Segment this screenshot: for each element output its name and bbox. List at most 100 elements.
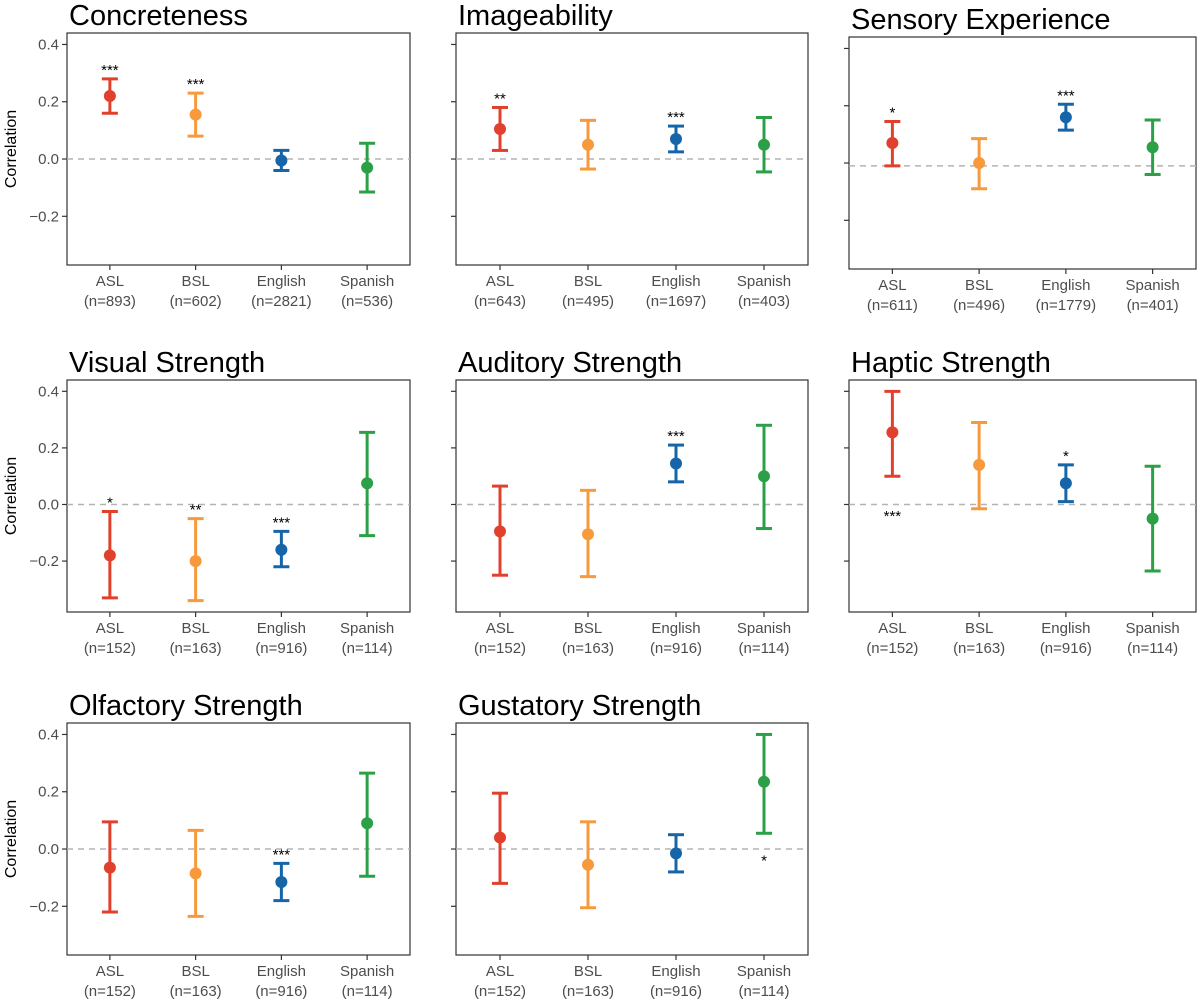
point-english bbox=[275, 154, 288, 167]
point-asl bbox=[103, 90, 116, 103]
point-spanish bbox=[758, 775, 770, 788]
significance-label: *** bbox=[101, 62, 119, 79]
point-asl bbox=[494, 525, 506, 538]
panel-frame bbox=[66, 722, 411, 956]
x-category-n-label: (n=152) bbox=[84, 640, 136, 657]
y-tick-label: 0.0 bbox=[38, 151, 59, 168]
point-english bbox=[275, 875, 288, 888]
y-tick-label: 0.4 bbox=[38, 36, 59, 53]
x-category-n-label: (n=2821) bbox=[251, 293, 311, 310]
significance-label: *** bbox=[273, 846, 291, 863]
panel-frame bbox=[848, 36, 1197, 270]
point-spanish bbox=[758, 470, 770, 483]
y-axis-title: Correlation bbox=[3, 110, 20, 188]
panel-frame bbox=[455, 379, 809, 613]
x-category-n-label: (n=602) bbox=[170, 293, 222, 310]
point-english bbox=[275, 543, 288, 556]
x-category-label: Spanish bbox=[1126, 620, 1180, 637]
x-category-label: ASL bbox=[96, 273, 124, 290]
chart-title: Imageability bbox=[458, 0, 613, 32]
x-category-n-label: (n=152) bbox=[866, 640, 918, 657]
significance-label: ** bbox=[190, 502, 202, 519]
y-axis-title: Correlation bbox=[3, 800, 20, 878]
point-spanish bbox=[361, 817, 374, 830]
x-category-label: Spanish bbox=[737, 620, 791, 637]
point-spanish bbox=[361, 477, 374, 490]
point-asl bbox=[494, 122, 506, 135]
x-category-n-label: (n=401) bbox=[1127, 297, 1179, 314]
significance-label: *** bbox=[273, 514, 291, 531]
x-category-label: ASL bbox=[96, 963, 124, 980]
point-english bbox=[1059, 111, 1072, 124]
x-category-n-label: (n=536) bbox=[341, 293, 393, 310]
x-category-label: Spanish bbox=[737, 273, 791, 290]
x-category-label: Spanish bbox=[340, 963, 394, 980]
x-category-label: BSL bbox=[181, 273, 209, 290]
panel-haptic-strength: Haptic Strength *** ASL (n=152) BSL (n=163) * E… bbox=[844, 347, 1197, 657]
x-category-n-label: (n=916) bbox=[650, 983, 702, 1000]
significance-label: *** bbox=[667, 109, 685, 126]
significance-label: *** bbox=[187, 76, 205, 93]
x-category-label: English bbox=[1041, 620, 1090, 637]
significance-label: ** bbox=[494, 90, 506, 107]
x-category-n-label: (n=114) bbox=[738, 640, 789, 657]
panel-auditory-strength: Auditory Strength ASL (n=152) BSL (n=163) ***… bbox=[451, 347, 809, 657]
x-category-label: English bbox=[651, 963, 700, 980]
point-bsl bbox=[973, 157, 986, 170]
x-category-n-label: (n=163) bbox=[170, 983, 222, 1000]
chart-title: Auditory Strength bbox=[458, 347, 682, 379]
point-asl bbox=[494, 831, 506, 844]
point-english bbox=[670, 457, 682, 470]
y-tick-label: 0.2 bbox=[38, 784, 59, 801]
panel-frame bbox=[66, 32, 411, 266]
x-category-label: English bbox=[651, 273, 700, 290]
x-category-label: ASL bbox=[878, 277, 906, 294]
x-category-label: ASL bbox=[96, 620, 124, 637]
panel-frame bbox=[455, 32, 809, 266]
point-bsl bbox=[582, 138, 594, 151]
x-category-n-label: (n=916) bbox=[650, 640, 702, 657]
x-category-label: English bbox=[257, 620, 306, 637]
x-category-label: BSL bbox=[181, 963, 209, 980]
panel-sensory-experience: Sensory Experience * ASL (n=611) BSL (n=496) *… bbox=[844, 4, 1197, 314]
significance-label: *** bbox=[667, 428, 685, 445]
x-category-n-label: (n=916) bbox=[255, 640, 307, 657]
significance-label: * bbox=[1063, 448, 1069, 465]
x-category-n-label: (n=163) bbox=[170, 640, 222, 657]
panel-visual-strength: Visual Strength 0.4 0.2 0.0 −0.2 Correlation *… bbox=[3, 347, 411, 657]
x-category-n-label: (n=893) bbox=[84, 293, 136, 310]
point-spanish bbox=[1146, 141, 1159, 154]
x-category-label: BSL bbox=[181, 620, 209, 637]
point-bsl bbox=[189, 555, 202, 568]
significance-label: * bbox=[889, 104, 895, 121]
panel-gustatory-strength: Gustatory Strength ASL (n=152) BSL (n=163) En… bbox=[451, 690, 809, 1000]
y-tick-label: 0.2 bbox=[38, 94, 59, 111]
panel-frame bbox=[848, 379, 1197, 613]
x-category-n-label: (n=163) bbox=[562, 640, 614, 657]
x-category-label: English bbox=[651, 620, 700, 637]
x-category-label: BSL bbox=[574, 620, 602, 637]
significance-label: * bbox=[107, 495, 113, 512]
x-category-label: Spanish bbox=[340, 273, 394, 290]
point-english bbox=[1059, 477, 1072, 490]
x-category-label: Spanish bbox=[340, 620, 394, 637]
x-category-label: ASL bbox=[486, 273, 514, 290]
x-category-n-label: (n=114) bbox=[342, 640, 393, 657]
point-spanish bbox=[361, 161, 374, 174]
chart-title: Haptic Strength bbox=[851, 347, 1051, 379]
point-asl bbox=[886, 426, 899, 439]
chart-title: Visual Strength bbox=[69, 347, 265, 379]
point-spanish bbox=[1146, 512, 1159, 525]
panel-concreteness: Concreteness 0.4 0.2 0.0 −0.2 Correlation *** A… bbox=[3, 0, 411, 310]
x-category-label: ASL bbox=[878, 620, 906, 637]
point-asl bbox=[103, 549, 116, 562]
x-category-label: ASL bbox=[486, 963, 514, 980]
x-category-label: BSL bbox=[574, 273, 602, 290]
panel-frame bbox=[66, 379, 411, 613]
x-category-n-label: (n=114) bbox=[1127, 640, 1178, 657]
x-category-n-label: (n=495) bbox=[562, 293, 614, 310]
y-axis-title: Correlation bbox=[3, 457, 20, 535]
y-tick-label: 0.0 bbox=[38, 496, 59, 513]
x-category-n-label: (n=152) bbox=[84, 983, 136, 1000]
x-category-label: BSL bbox=[965, 277, 993, 294]
